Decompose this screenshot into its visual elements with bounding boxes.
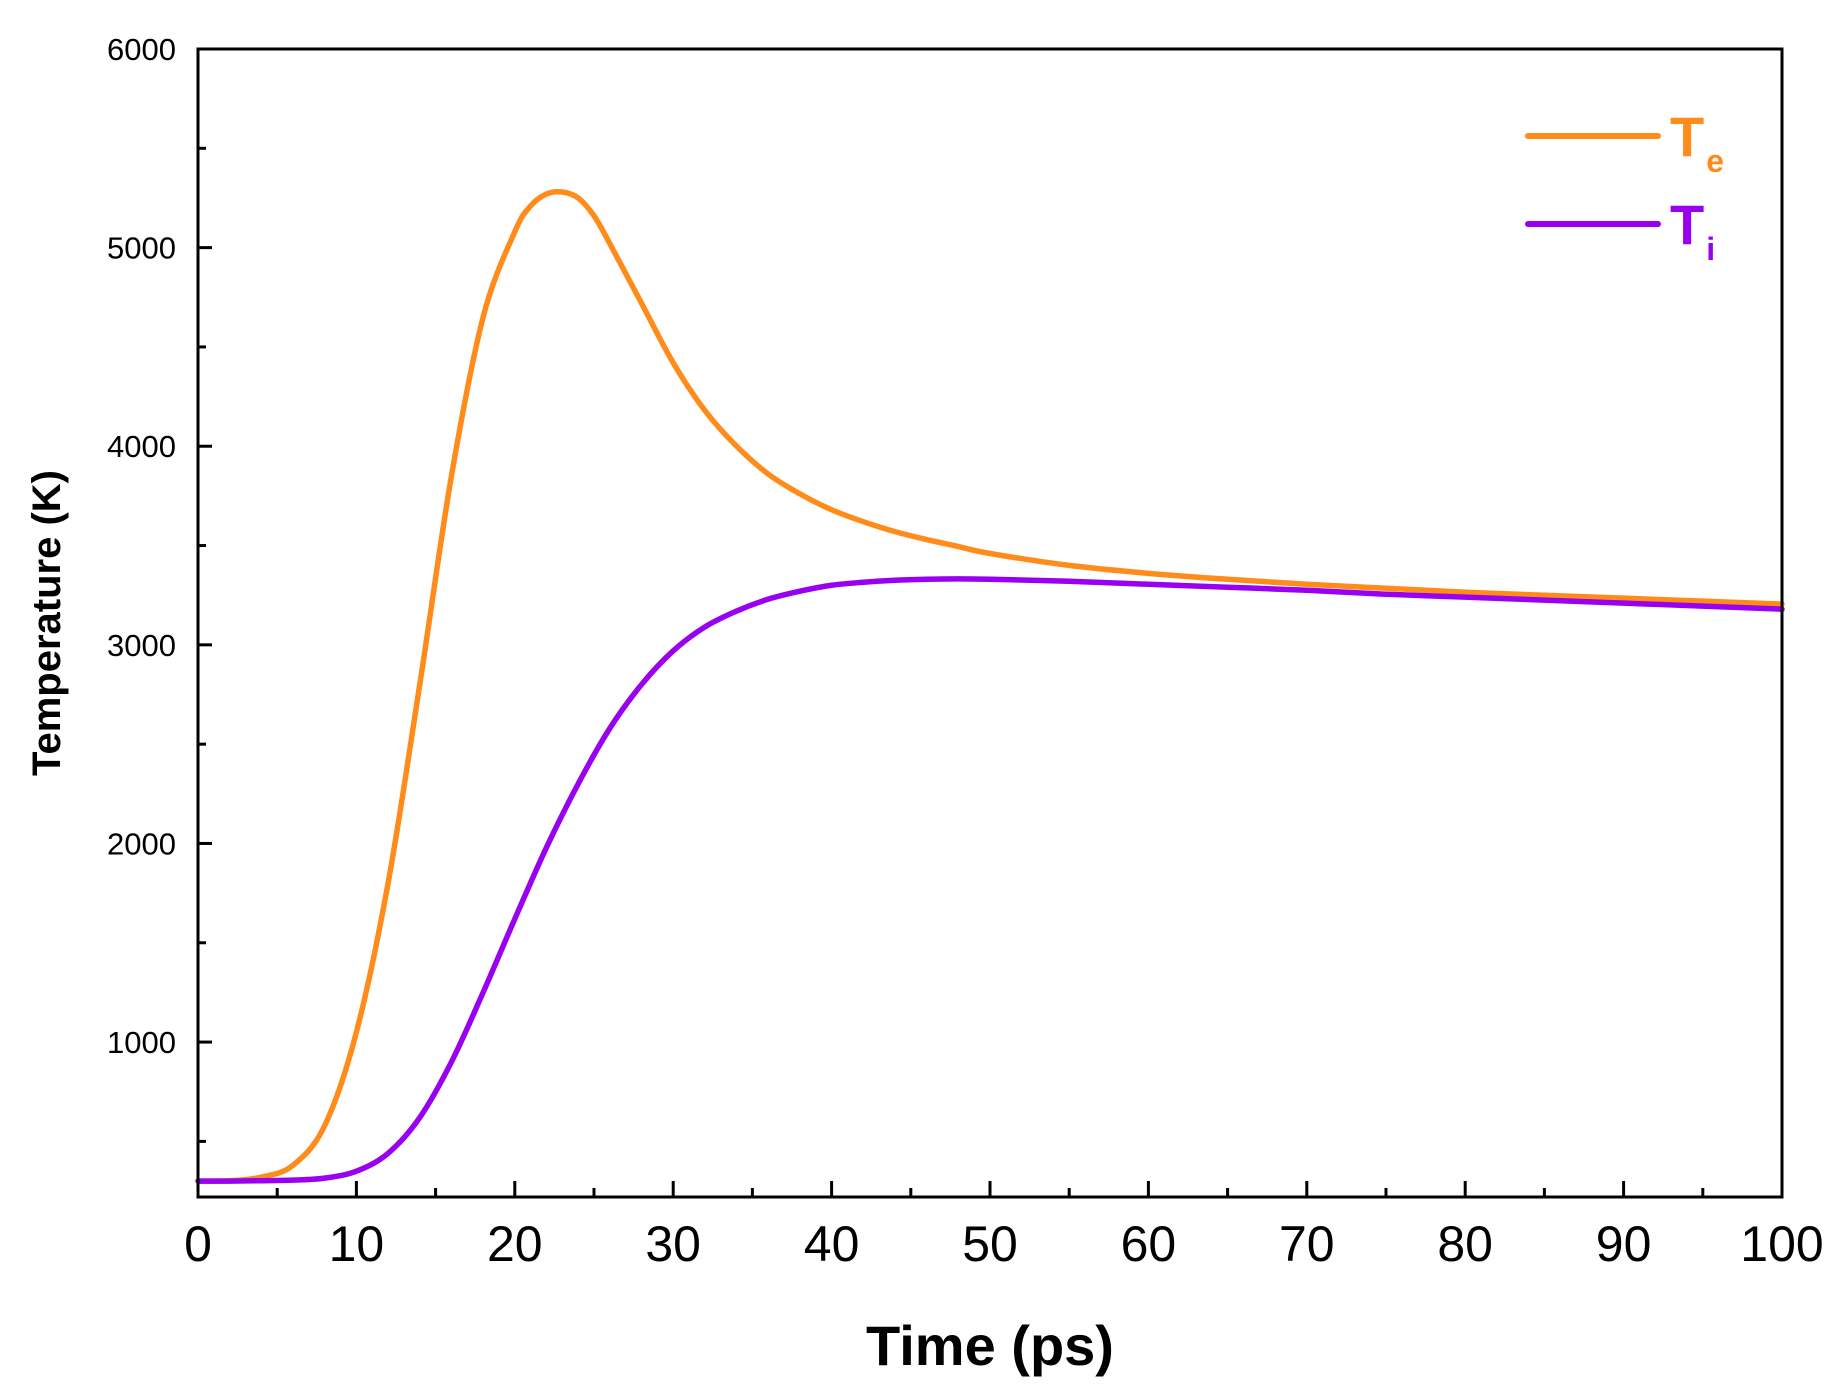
legend-label-ti: Ti (1670, 193, 1715, 267)
y-tick-label: 3000 (107, 628, 176, 663)
legend-label-te: Te (1670, 105, 1724, 179)
x-tick-label: 90 (1596, 1216, 1652, 1272)
y-tick-label: 6000 (107, 32, 176, 67)
x-axis-label: Time (ps) (866, 1314, 1114, 1377)
legend: Te Ti (1525, 105, 1724, 267)
y-axis-label: Temperature (K) (25, 470, 69, 776)
x-axis-ticks: 0 10 20 30 40 50 60 70 80 90 100 (184, 1181, 1824, 1272)
y-axis-ticks: 1000 2000 3000 4000 5000 6000 (107, 32, 212, 1143)
series-line-te (195, 188, 1785, 1184)
x-tick-label: 50 (962, 1216, 1018, 1272)
y-tick-label: 5000 (107, 231, 176, 266)
series-lines (195, 188, 1785, 1184)
x-tick-label: 80 (1437, 1216, 1493, 1272)
y-tick-label: 4000 (107, 429, 176, 464)
x-tick-label: 40 (804, 1216, 860, 1272)
plot-frame (196, 47, 1784, 1199)
x-tick-label: 0 (184, 1216, 212, 1272)
y-tick-label: 2000 (107, 826, 176, 861)
x-tick-label: 20 (487, 1216, 543, 1272)
y-tick-label: 1000 (107, 1025, 176, 1060)
series-line-ti (195, 576, 1785, 1184)
x-tick-label: 70 (1279, 1216, 1335, 1272)
x-tick-label: 10 (329, 1216, 385, 1272)
x-tick-label: 30 (645, 1216, 701, 1272)
x-tick-label: 60 (1121, 1216, 1177, 1272)
x-tick-label: 100 (1740, 1216, 1823, 1272)
